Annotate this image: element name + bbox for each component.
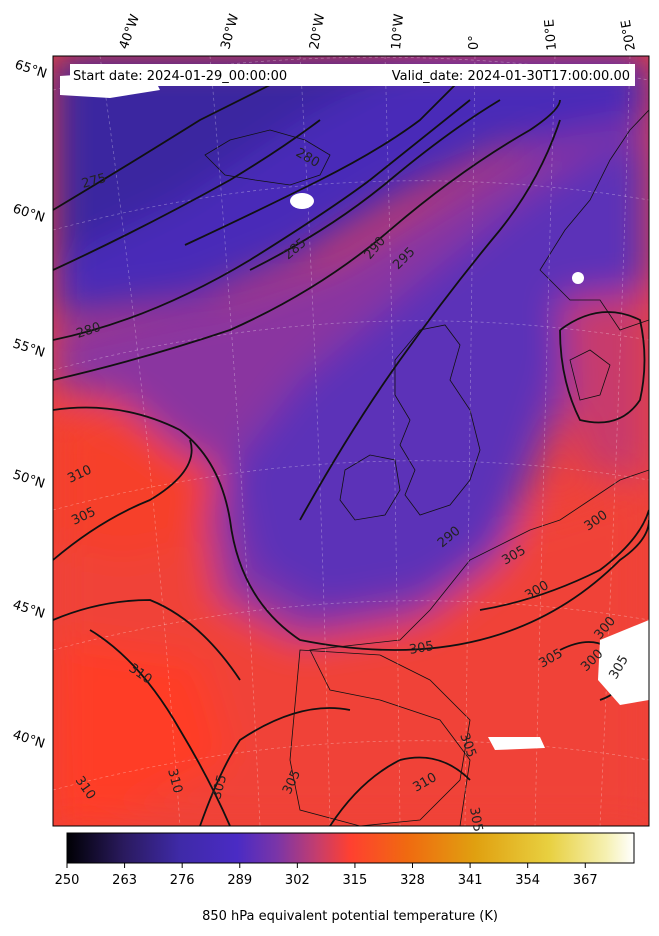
lon-label-20e: 20°E — [619, 19, 639, 52]
colorbar-tick-label: 341 — [458, 873, 483, 888]
lat-label-55n: 55°N — [11, 337, 47, 361]
header-band — [70, 64, 635, 86]
colorbar-tick-label: 250 — [55, 873, 80, 888]
contour-label: 305 — [209, 773, 230, 801]
lon-label-10e: 10°E — [542, 19, 560, 51]
lat-label-50n: 50°N — [11, 468, 47, 492]
temperature-field — [53, 56, 649, 826]
valid-date-text: Valid_date: 2024-01-30T17:00:00.00 — [392, 69, 630, 84]
contour-label: 305 — [466, 806, 485, 833]
lat-label-45n: 45°N — [11, 598, 47, 622]
colorbar: 250 263 276 289 302 315 328 341 354 367 850 hPa e… — [55, 832, 635, 924]
colorbar-tick-label: 289 — [227, 873, 252, 888]
colorbar-ticks: 250 263 276 289 302 315 328 341 354 367 — [55, 863, 598, 888]
colorbar-tick-label: 315 — [343, 873, 368, 888]
contour-lines — [53, 69, 649, 826]
colorbar-tick-label: 276 — [170, 873, 195, 888]
contour-label: 305 — [408, 639, 435, 658]
colorbar-gradient — [66, 832, 635, 864]
lat-label-40n: 40°N — [11, 728, 47, 752]
start-date-text: Start date: 2024-01-29_00:00:00 — [73, 69, 287, 84]
lon-label-20w: 20°W — [307, 13, 328, 51]
lon-label-0: 0° — [467, 35, 482, 50]
colorbar-tick-label: 328 — [400, 873, 425, 888]
lon-label-30w: 30°W — [218, 12, 242, 51]
contour-label: 275 — [80, 171, 108, 192]
lat-label-60n: 60°N — [11, 202, 47, 226]
colorbar-tick-label: 367 — [573, 873, 598, 888]
lon-label-10w: 10°W — [389, 13, 407, 50]
colorbar-label: 850 hPa equivalent potential temperature… — [202, 909, 498, 924]
colorbar-tick-label: 354 — [515, 873, 540, 888]
lon-label-40w: 40°W — [117, 12, 143, 51]
contour-label: 310 — [164, 767, 185, 795]
map-frame — [52, 55, 650, 827]
colorbar-tick-label: 263 — [112, 873, 137, 888]
contour-label: 280 — [75, 320, 103, 342]
colorbar-tick-label: 302 — [285, 873, 310, 888]
lat-label-65n: 65°N — [13, 58, 49, 82]
